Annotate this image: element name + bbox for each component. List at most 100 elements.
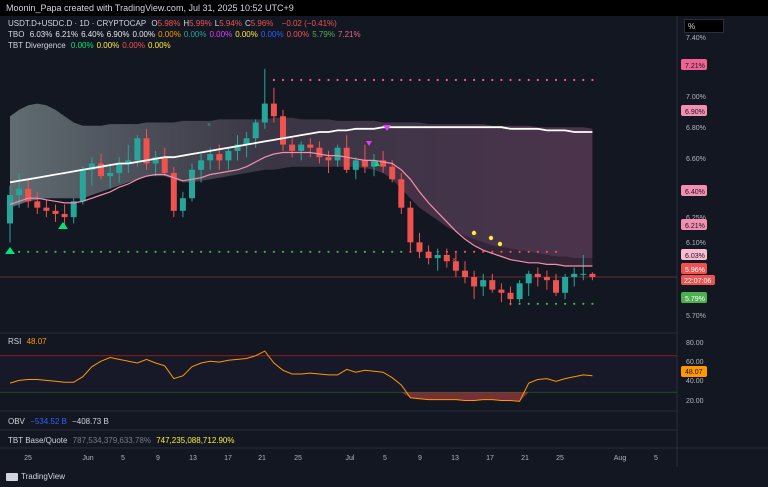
cross-marker: × <box>452 257 456 264</box>
tbo-value: 0.00% <box>235 30 258 39</box>
y-axis-tick: 6.80% <box>686 125 706 132</box>
countdown-label: 22:07:06 <box>684 278 711 285</box>
candle-body <box>343 147 350 170</box>
divergence-dot <box>471 230 477 236</box>
level-dot <box>482 78 485 82</box>
level-dot <box>454 78 457 82</box>
tbo-value: 0.00% <box>286 30 310 39</box>
tbo-value: 0.00% <box>209 30 233 39</box>
candle-body <box>198 160 205 170</box>
slow-ma-line <box>9 126 593 184</box>
candle-body <box>389 166 396 180</box>
candle-body <box>161 157 168 173</box>
candle-body <box>462 270 468 278</box>
level-dot <box>99 250 103 253</box>
candle-body <box>43 207 50 211</box>
candle-body <box>352 160 359 170</box>
tbo-value: 0.00% <box>158 30 181 39</box>
obv-legend[interactable]: OBV −534.52 B −408.73 B <box>8 417 112 426</box>
price-tag <box>681 185 707 196</box>
candle-body <box>334 147 341 161</box>
ohlc-key: O <box>151 19 158 28</box>
level-dot <box>36 250 39 253</box>
level-dot <box>54 250 57 253</box>
percent-scale-toggle[interactable]: % <box>684 19 724 33</box>
symbol-legend[interactable]: USDT.D+USDC.D · 1D · CRYPTOCAP O5.98% H5.… <box>8 19 340 28</box>
candle-body <box>425 251 432 259</box>
rsi-value: 48.07 <box>26 337 47 346</box>
tbo-legend[interactable]: TBO 6.03% 6.21% 6.40% 6.90% 0.00% 0.00% 0.00% 0… <box>8 30 367 39</box>
level-dot <box>281 78 285 82</box>
candle-body <box>416 242 423 252</box>
level-dot <box>354 250 357 253</box>
x-axis-label: 17 <box>486 455 494 462</box>
candle-body <box>16 188 23 196</box>
candle-body <box>152 157 159 164</box>
candle-body <box>452 261 459 271</box>
divergence-values: 0.00% 0.00% 0.00% 0.00% <box>71 41 174 50</box>
candle-body <box>316 147 323 158</box>
candle-body <box>516 283 523 300</box>
level-dot <box>300 78 303 82</box>
candle-body <box>34 201 41 208</box>
candle-body <box>380 160 387 167</box>
x-axis-label: 9 <box>418 455 422 462</box>
candle-body <box>289 144 296 151</box>
level-dot <box>554 302 558 305</box>
level-dot <box>309 250 312 253</box>
ohlc-value: 5.99% <box>189 19 212 28</box>
level-dot <box>372 78 376 82</box>
candle-body <box>243 138 250 145</box>
tbt-label: TBT Base/Quote <box>8 436 68 445</box>
x-axis-label: 5 <box>121 455 125 462</box>
level-dot <box>391 78 394 82</box>
candle-body <box>261 103 268 123</box>
divergence-value: 0.00% <box>96 41 120 50</box>
rsi-legend[interactable]: RSI 48.07 <box>8 337 50 346</box>
x-axis-label: 17 <box>224 455 232 462</box>
y-axis-tick: 7.00% <box>686 94 706 101</box>
level-dot <box>90 250 93 253</box>
level-dot <box>72 250 75 253</box>
price-tag-label: 6.90% <box>685 109 705 116</box>
level-dot <box>354 78 357 82</box>
candle-body <box>280 116 286 145</box>
x-axis-label: 5 <box>383 455 387 462</box>
level-dot <box>409 78 412 82</box>
rsi-line <box>9 350 593 402</box>
level-dot <box>345 78 348 82</box>
candle-body <box>471 277 478 287</box>
tradingview-logo[interactable]: TradingView <box>6 472 65 481</box>
tbo-values: 6.03% 6.21% 6.40% 6.90% 0.00% 0.00% 0.00% 0.00%… <box>30 30 364 39</box>
rsi-label: RSI <box>8 337 22 346</box>
level-dot <box>254 250 257 253</box>
level-dot <box>336 78 339 82</box>
y-axis-tick: 6.10% <box>686 240 706 247</box>
level-dot <box>582 78 585 82</box>
level-dot <box>172 250 175 253</box>
tbt-value-quote: 747,235,088,712.90% <box>156 436 235 445</box>
ohlc-value: 5.96% <box>250 19 274 28</box>
candle-body <box>407 207 414 243</box>
tbo-value: 0.00% <box>260 30 284 39</box>
candle-body <box>525 273 532 284</box>
tbt-legend[interactable]: TBT Base/Quote 787,534,379,633.78% 747,2… <box>8 436 238 445</box>
candle-body <box>125 160 132 164</box>
x-axis-label: 9 <box>156 455 160 462</box>
level-dot <box>272 78 275 82</box>
ohlc-values: O5.98% H5.99% L5.94% C5.96% <box>151 19 276 28</box>
candle-body <box>553 280 559 293</box>
symbol-name: USDT.D+USDC.D · 1D · CRYPTOCAP <box>8 19 147 28</box>
y-axis-tick: 6.60% <box>686 156 706 163</box>
x-axis-label: 25 <box>24 455 32 462</box>
x-axis-label: Jun <box>82 455 93 462</box>
change-value: −0.02 (−0.41%) <box>281 19 337 28</box>
divergence-legend[interactable]: TBT Divergence 0.00% 0.00% 0.00% 0.00% <box>8 41 177 50</box>
tradingview-logo-icon <box>6 472 18 481</box>
price-chart[interactable]: × × 7.40% 7.00% 6.80% 6.60% 6.25% 6.10% 5.70% 7.2… <box>0 16 768 471</box>
level-dot <box>473 78 476 82</box>
candle-body <box>61 213 68 218</box>
price-tag <box>681 292 707 303</box>
tbo-value: 0.00% <box>132 30 156 39</box>
level-dot <box>463 78 467 82</box>
